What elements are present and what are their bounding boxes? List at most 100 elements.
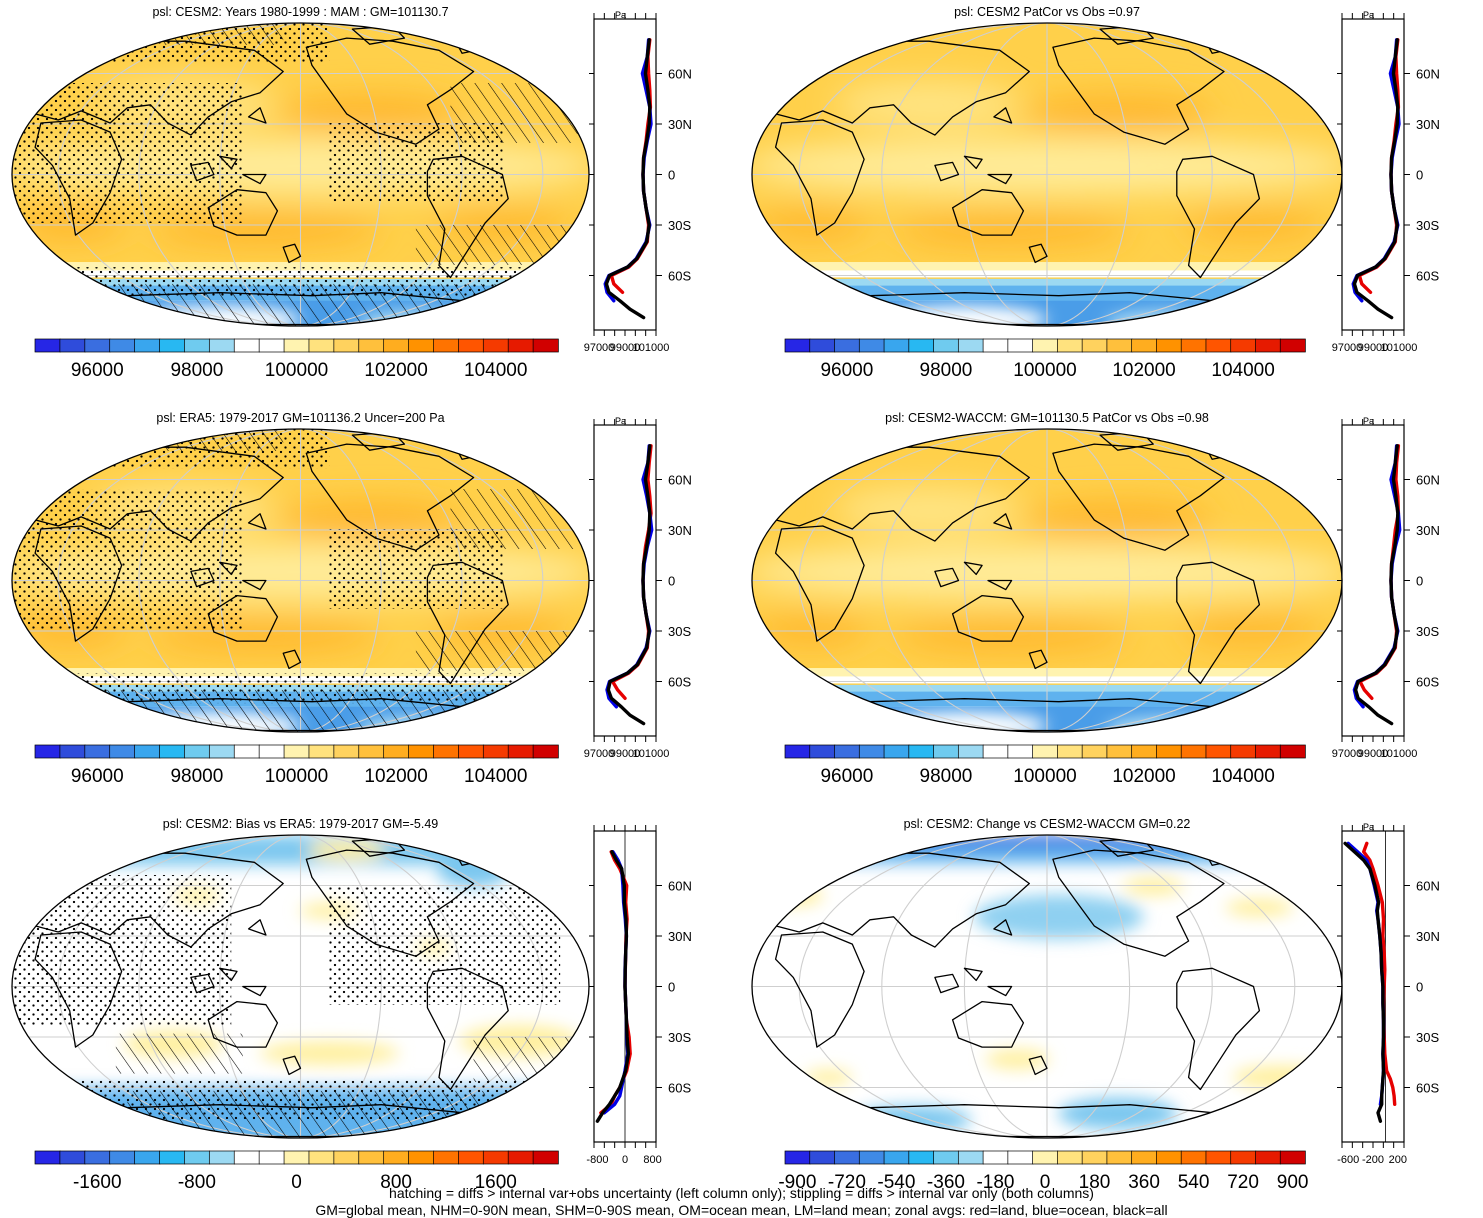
x-tick-label: 97000 <box>1332 342 1363 354</box>
continent-outline <box>426 967 509 1091</box>
island-outline <box>934 567 960 588</box>
colorbar: 96000 98000 100000 102000 104000 <box>34 744 559 787</box>
island-outline <box>963 155 983 170</box>
lat-tick-label: 0 <box>668 980 675 995</box>
colorbar-swatch <box>34 744 61 759</box>
colorbar-swatch <box>433 744 460 759</box>
continent-outline <box>426 561 509 685</box>
colorbar-swatch <box>1230 338 1257 353</box>
panel-4: psl: CESM2-WACCM: GM=101130.5 PatCor vs … <box>751 411 1440 787</box>
colorbar-tick-label: 100000 <box>1013 360 1076 381</box>
colorbar-swatch <box>1180 1150 1207 1165</box>
continent-outline <box>1052 37 1225 145</box>
colorbar-swatch <box>283 338 310 353</box>
colorbar-swatch <box>1131 1150 1158 1165</box>
colorbar-swatch <box>933 1150 960 1165</box>
x-tick-label: 101000 <box>1381 342 1418 354</box>
colorbar-swatch <box>784 338 811 353</box>
colorbar-swatch <box>59 338 86 353</box>
colorbar-swatch <box>109 338 136 353</box>
colorbar-swatch <box>507 744 534 759</box>
continent-outline <box>1052 443 1225 551</box>
colorbar-swatch <box>982 1150 1009 1165</box>
colorbar-swatch <box>1156 338 1182 353</box>
zonal-unit-label: Pa <box>1363 10 1374 20</box>
colorbar-swatch <box>1057 338 1083 353</box>
island-outline <box>190 973 215 994</box>
x-tick-label: 97000 <box>1332 748 1363 760</box>
colorbar-swatch <box>532 338 559 353</box>
colorbar-swatch <box>408 338 435 353</box>
colorbar-tick-label: 98000 <box>920 360 973 381</box>
colorbar-swatch <box>208 1150 235 1165</box>
colorbar-swatch <box>258 744 285 759</box>
colorbar-swatch <box>532 1150 559 1165</box>
island-outline <box>242 985 267 997</box>
zonal-all-line <box>1353 444 1400 726</box>
x-tick-label: 99000 <box>1358 748 1389 760</box>
zonal-all-line <box>1343 841 1386 1123</box>
colorbar-swatch <box>933 338 960 353</box>
colorbar-tick-label: 104000 <box>1211 360 1274 381</box>
continent-outline <box>57 292 544 326</box>
lat-tick-label: 0 <box>1416 168 1423 183</box>
continent-outline <box>34 525 123 642</box>
colorbar-swatch <box>358 1150 385 1165</box>
colorbar-tick-label: 104000 <box>1211 766 1274 787</box>
note-hatching: hatching = diffs > internal var+obs unce… <box>389 1185 1094 1201</box>
island-outline <box>282 243 302 264</box>
colorbar-swatch <box>1081 1150 1108 1165</box>
x-tick-label: 101000 <box>1381 748 1418 760</box>
colorbar-swatch <box>184 744 211 759</box>
lat-tick-label: 30N <box>668 117 692 132</box>
colorbar-tick-label: 900 <box>1277 1172 1309 1193</box>
lat-tick-label: 30S <box>668 624 691 639</box>
island-outline <box>987 579 1013 591</box>
colorbar-swatch <box>1279 1150 1306 1165</box>
colorbar-swatch <box>458 338 485 353</box>
zonal-unit-label: Pa <box>615 10 626 20</box>
colorbar-swatch <box>134 744 161 759</box>
colorbar: -900 -720 -540 -360 -180 0 180 360 540 720 900 <box>778 1150 1309 1193</box>
colorbar-swatch <box>1205 338 1232 353</box>
colorbar-swatch <box>908 1150 935 1165</box>
colorbar-swatch <box>433 1150 460 1165</box>
continent-outline <box>57 698 544 732</box>
colorbar-swatch <box>208 338 235 353</box>
colorbar-swatch <box>482 744 509 759</box>
island-outline <box>993 107 1013 124</box>
colorbar-swatch <box>1205 744 1232 759</box>
colorbar-swatch <box>184 1150 211 1165</box>
continent-outline <box>774 931 865 1048</box>
colorbar-swatch <box>358 338 385 353</box>
island-outline <box>63 858 88 876</box>
colorbar-swatch <box>109 744 136 759</box>
colorbar-swatch <box>482 338 509 353</box>
x-tick-label: 99000 <box>610 342 641 354</box>
lat-tick-label: 0 <box>1416 980 1423 995</box>
colorbar-tick-label: 1600 <box>475 1172 517 1193</box>
continent-outline <box>774 119 865 236</box>
x-tick-label: -600 <box>1337 1154 1359 1166</box>
colorbar-swatch <box>1106 1150 1133 1165</box>
x-tick-label: 99000 <box>610 748 641 760</box>
colorbar-swatch <box>1156 1150 1182 1165</box>
island-outline <box>282 649 302 670</box>
panel-1: psl: CESM2: Years 1980-1999 : MAM : GM=1… <box>11 5 692 381</box>
lat-tick-label: 60N <box>668 67 692 82</box>
island-outline <box>242 173 267 185</box>
colorbar-swatch <box>1007 1150 1034 1165</box>
colorbar-swatch <box>1279 744 1306 759</box>
colorbar-swatch <box>84 1150 111 1165</box>
lat-tick-label: 0 <box>1416 574 1423 589</box>
colorbar-swatch <box>1230 1150 1257 1165</box>
panel-title: psl: CESM2-WACCM: GM=101130.5 PatCor vs … <box>885 411 1209 425</box>
zonal-all-line <box>604 38 652 320</box>
continent-outline <box>1176 967 1261 1091</box>
lat-tick-label: 30S <box>668 1030 691 1045</box>
colorbar-swatch <box>458 1150 485 1165</box>
zonal-land-line <box>1362 841 1397 1106</box>
island-outline <box>804 46 830 64</box>
colorbar-swatch <box>308 744 335 759</box>
